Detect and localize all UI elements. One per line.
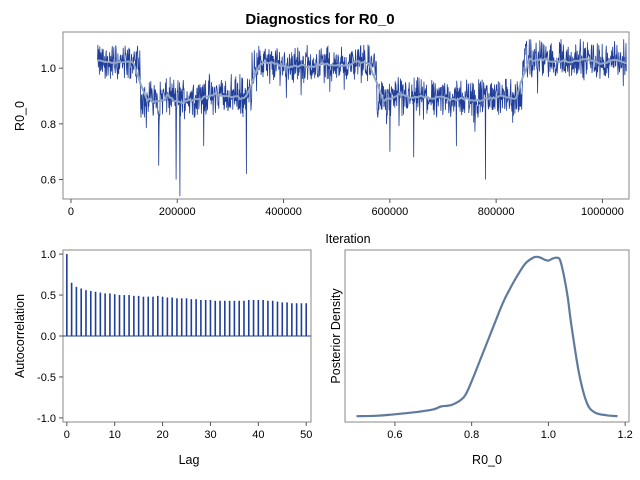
- density-ylabel: Posterior Density: [329, 288, 343, 384]
- trace-panel: 0 200000 400000 600000 800000 1000000 0.6 0.8 1.…: [13, 31, 630, 246]
- acf-xtick-label: 10: [109, 429, 121, 441]
- trace-ytick-label: 0.6: [41, 175, 56, 187]
- trace-ylabel: R0_0: [13, 101, 27, 131]
- acf-xtick-label: 50: [300, 429, 312, 441]
- density-xtick-label: 0.8: [464, 429, 479, 441]
- density-curve: [356, 255, 618, 418]
- acf-ytick-label: -1.0: [37, 413, 56, 425]
- trace-xtick-label: 0: [68, 206, 74, 218]
- acf-ylabel: Autocorrelation: [13, 294, 27, 378]
- trace-ytick-label: 0.8: [41, 119, 56, 131]
- trace-xtick-label: 1000000: [581, 206, 624, 218]
- trace-xtick-label: 800000: [478, 206, 515, 218]
- trace-xtick-label: 400000: [265, 206, 302, 218]
- density-xlabel: R0_0: [472, 453, 502, 467]
- density-plot-frame: [344, 249, 630, 423]
- acf-xtick-label: 0: [64, 429, 70, 441]
- acf-ytick-label: 0.5: [41, 290, 56, 302]
- acf-xtick-label: 20: [156, 429, 168, 441]
- trace-ytick-label: 1.0: [41, 63, 56, 75]
- trace-xlabel: Iteration: [325, 232, 370, 246]
- acf-xtick-label: 30: [204, 429, 216, 441]
- autocorrelation-panel: 0 10 20 30 40 50 -1.0 -0.5 0.0 0.5 1.0 Lag Autocor…: [13, 249, 312, 467]
- density-xtick-label: 0.6: [387, 429, 402, 441]
- trace-xtick-label: 600000: [371, 206, 408, 218]
- acf-ytick-label: -0.5: [37, 372, 56, 384]
- acf-ytick-label: 1.0: [41, 249, 56, 261]
- density-xtick-label: 1.2: [618, 429, 633, 441]
- density-panel: 0.6 0.8 1.0 1.2 R0_0 Posterior Density: [329, 249, 633, 467]
- trace-series-line: [97, 38, 627, 197]
- acf-xtick-label: 40: [252, 429, 264, 441]
- trace-xtick-label: 200000: [159, 206, 196, 218]
- acf-ytick-label: 0.0: [41, 331, 56, 343]
- trace-smoothed-line: [97, 57, 627, 105]
- figure-title: Diagnostics for R0_0: [245, 11, 394, 28]
- density-xtick-label: 1.0: [541, 429, 556, 441]
- trace-plot-frame: [62, 31, 630, 200]
- acf-xlabel: Lag: [179, 453, 200, 467]
